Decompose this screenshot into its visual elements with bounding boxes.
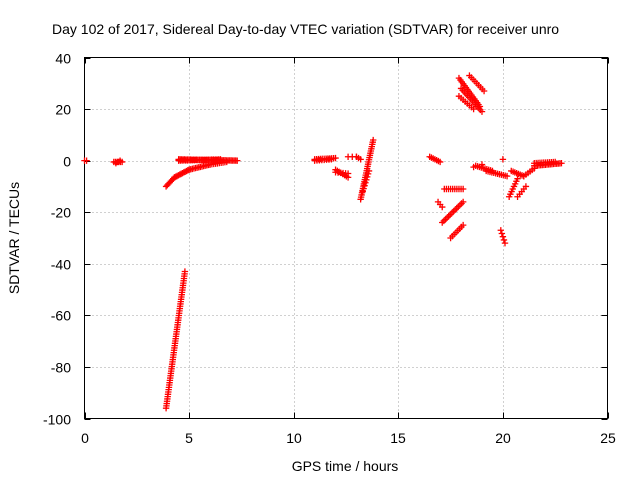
y-tick-labels: -100 -80 -60 -40 -20 0 20 40 [43, 51, 71, 428]
y-tick-label: -60 [51, 308, 71, 324]
x-tick-labels: 0 5 10 15 20 25 [81, 430, 616, 446]
data-point [499, 233, 507, 240]
x-tick-label: 20 [495, 430, 511, 446]
y-tick-label: -100 [43, 412, 71, 428]
data-point [514, 175, 521, 182]
data-point [459, 221, 467, 229]
y-axis-label: SDTVAR / TECUs [6, 182, 22, 294]
y-tick-label: 20 [55, 102, 71, 118]
y-tick-label: -20 [51, 205, 71, 221]
data-point [328, 156, 335, 163]
data-point [217, 156, 224, 163]
y-tick-label: 40 [55, 51, 71, 67]
data-point [498, 230, 506, 237]
x-tick-label: 0 [81, 430, 89, 446]
data-point [558, 160, 565, 167]
data-point [363, 176, 370, 183]
data-point [470, 105, 477, 113]
x-tick-label: 5 [185, 430, 193, 446]
data-point [364, 173, 371, 181]
data-point [234, 157, 241, 164]
data-point [181, 268, 189, 275]
data-point [116, 157, 124, 164]
data-point [359, 188, 366, 195]
data-points [81, 72, 565, 412]
data-point [439, 203, 446, 211]
data-point [552, 158, 559, 166]
data-point [436, 158, 444, 166]
data-point [344, 170, 352, 177]
y-tick-label: 0 [63, 154, 71, 170]
data-point [522, 183, 530, 190]
data-point [360, 185, 367, 192]
data-point [361, 182, 368, 189]
ticks [84, 57, 609, 420]
data-point [332, 154, 339, 162]
data-point [459, 185, 467, 193]
data-point [470, 163, 477, 171]
data-point [478, 108, 486, 115]
x-axis-label: GPS time / hours [292, 458, 399, 474]
data-point [357, 156, 364, 163]
data-point [362, 179, 369, 186]
x-tick-label: 15 [390, 430, 406, 446]
y-tick-label: -40 [51, 257, 71, 273]
data-point [365, 167, 373, 175]
chart-title: Day 102 of 2017, Sidereal Day-to-day VTE… [52, 21, 559, 37]
data-point [497, 227, 505, 234]
plot-frame [84, 57, 608, 419]
x-tick-label: 10 [286, 430, 302, 446]
data-point [501, 239, 509, 247]
grid [84, 57, 608, 419]
data-point [369, 136, 377, 144]
data-point [500, 236, 508, 244]
data-point [83, 157, 90, 164]
data-point [503, 172, 511, 180]
data-point [459, 198, 467, 206]
data-point [499, 156, 507, 163]
data-point [184, 167, 191, 174]
y-tick-label: -80 [51, 360, 71, 376]
data-point [480, 87, 488, 95]
data-point [478, 161, 486, 168]
x-tick-label: 25 [600, 430, 616, 446]
data-point [364, 170, 372, 178]
